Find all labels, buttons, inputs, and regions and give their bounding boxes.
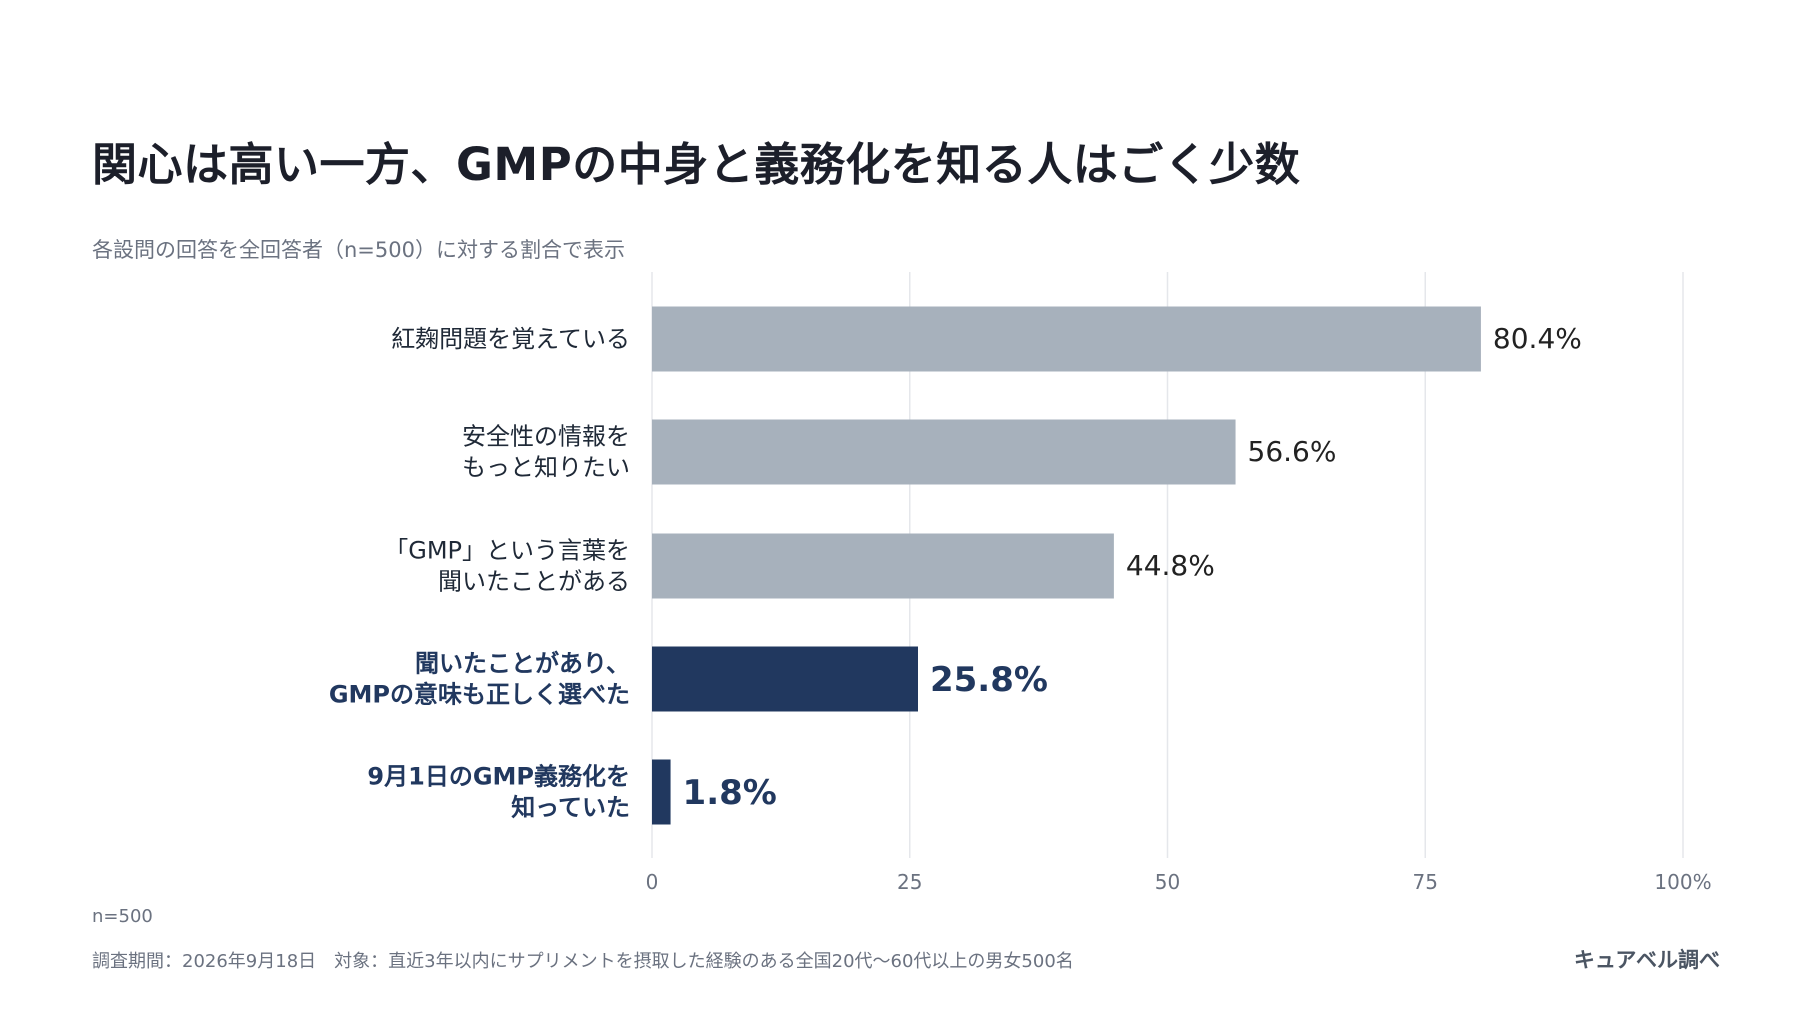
value-label: 56.6% <box>1248 435 1337 468</box>
category-label: GMPの意味も正しく選べた <box>329 681 630 709</box>
category-label: 9月1日のGMP義務化を <box>367 763 630 791</box>
chart-subtitle: 各設問の回答を全回答者（n=500）に対する割合で表示 <box>92 238 625 262</box>
x-tick-label: 0 <box>646 870 659 894</box>
chart-title: 関心は高い一方、GMPの中身と義務化を知る人はごく少数 <box>92 138 1301 191</box>
category-label: 知っていた <box>511 794 630 822</box>
category-label: 「GMP」という言葉を <box>384 537 630 565</box>
sample-size-label: n=500 <box>92 906 153 927</box>
category-label: 安全性の情報を <box>462 423 630 451</box>
category-label: 聞いたことがあり、 <box>415 650 630 678</box>
bar <box>652 306 1481 372</box>
bar <box>652 533 1114 599</box>
category-label: 紅麹問題を覚えている <box>391 325 630 353</box>
bar <box>652 759 671 825</box>
x-tick-label: 75 <box>1413 870 1438 894</box>
category-label: もっと知りたい <box>462 454 630 482</box>
x-tick-label: 25 <box>897 870 922 894</box>
bar <box>652 646 918 712</box>
value-label: 1.8% <box>683 773 777 813</box>
x-tick-label: 50 <box>1155 870 1180 894</box>
survey-footnote: 調査期間：2026年9月18日 対象：直近3年以内にサプリメントを摂取した経験の… <box>92 951 1074 972</box>
tick-layer: 0 25 50 75 100% <box>646 870 1712 894</box>
value-label: 25.8% <box>930 660 1048 700</box>
value-label: 80.4% <box>1493 322 1582 355</box>
bar-layer <box>652 306 1481 825</box>
x-tick-label: 100% <box>1654 870 1711 894</box>
bar <box>652 419 1236 485</box>
value-label: 44.8% <box>1126 549 1215 582</box>
category-label: 聞いたことがある <box>438 568 630 596</box>
source-credit: キュアベル調べ <box>1573 948 1720 972</box>
